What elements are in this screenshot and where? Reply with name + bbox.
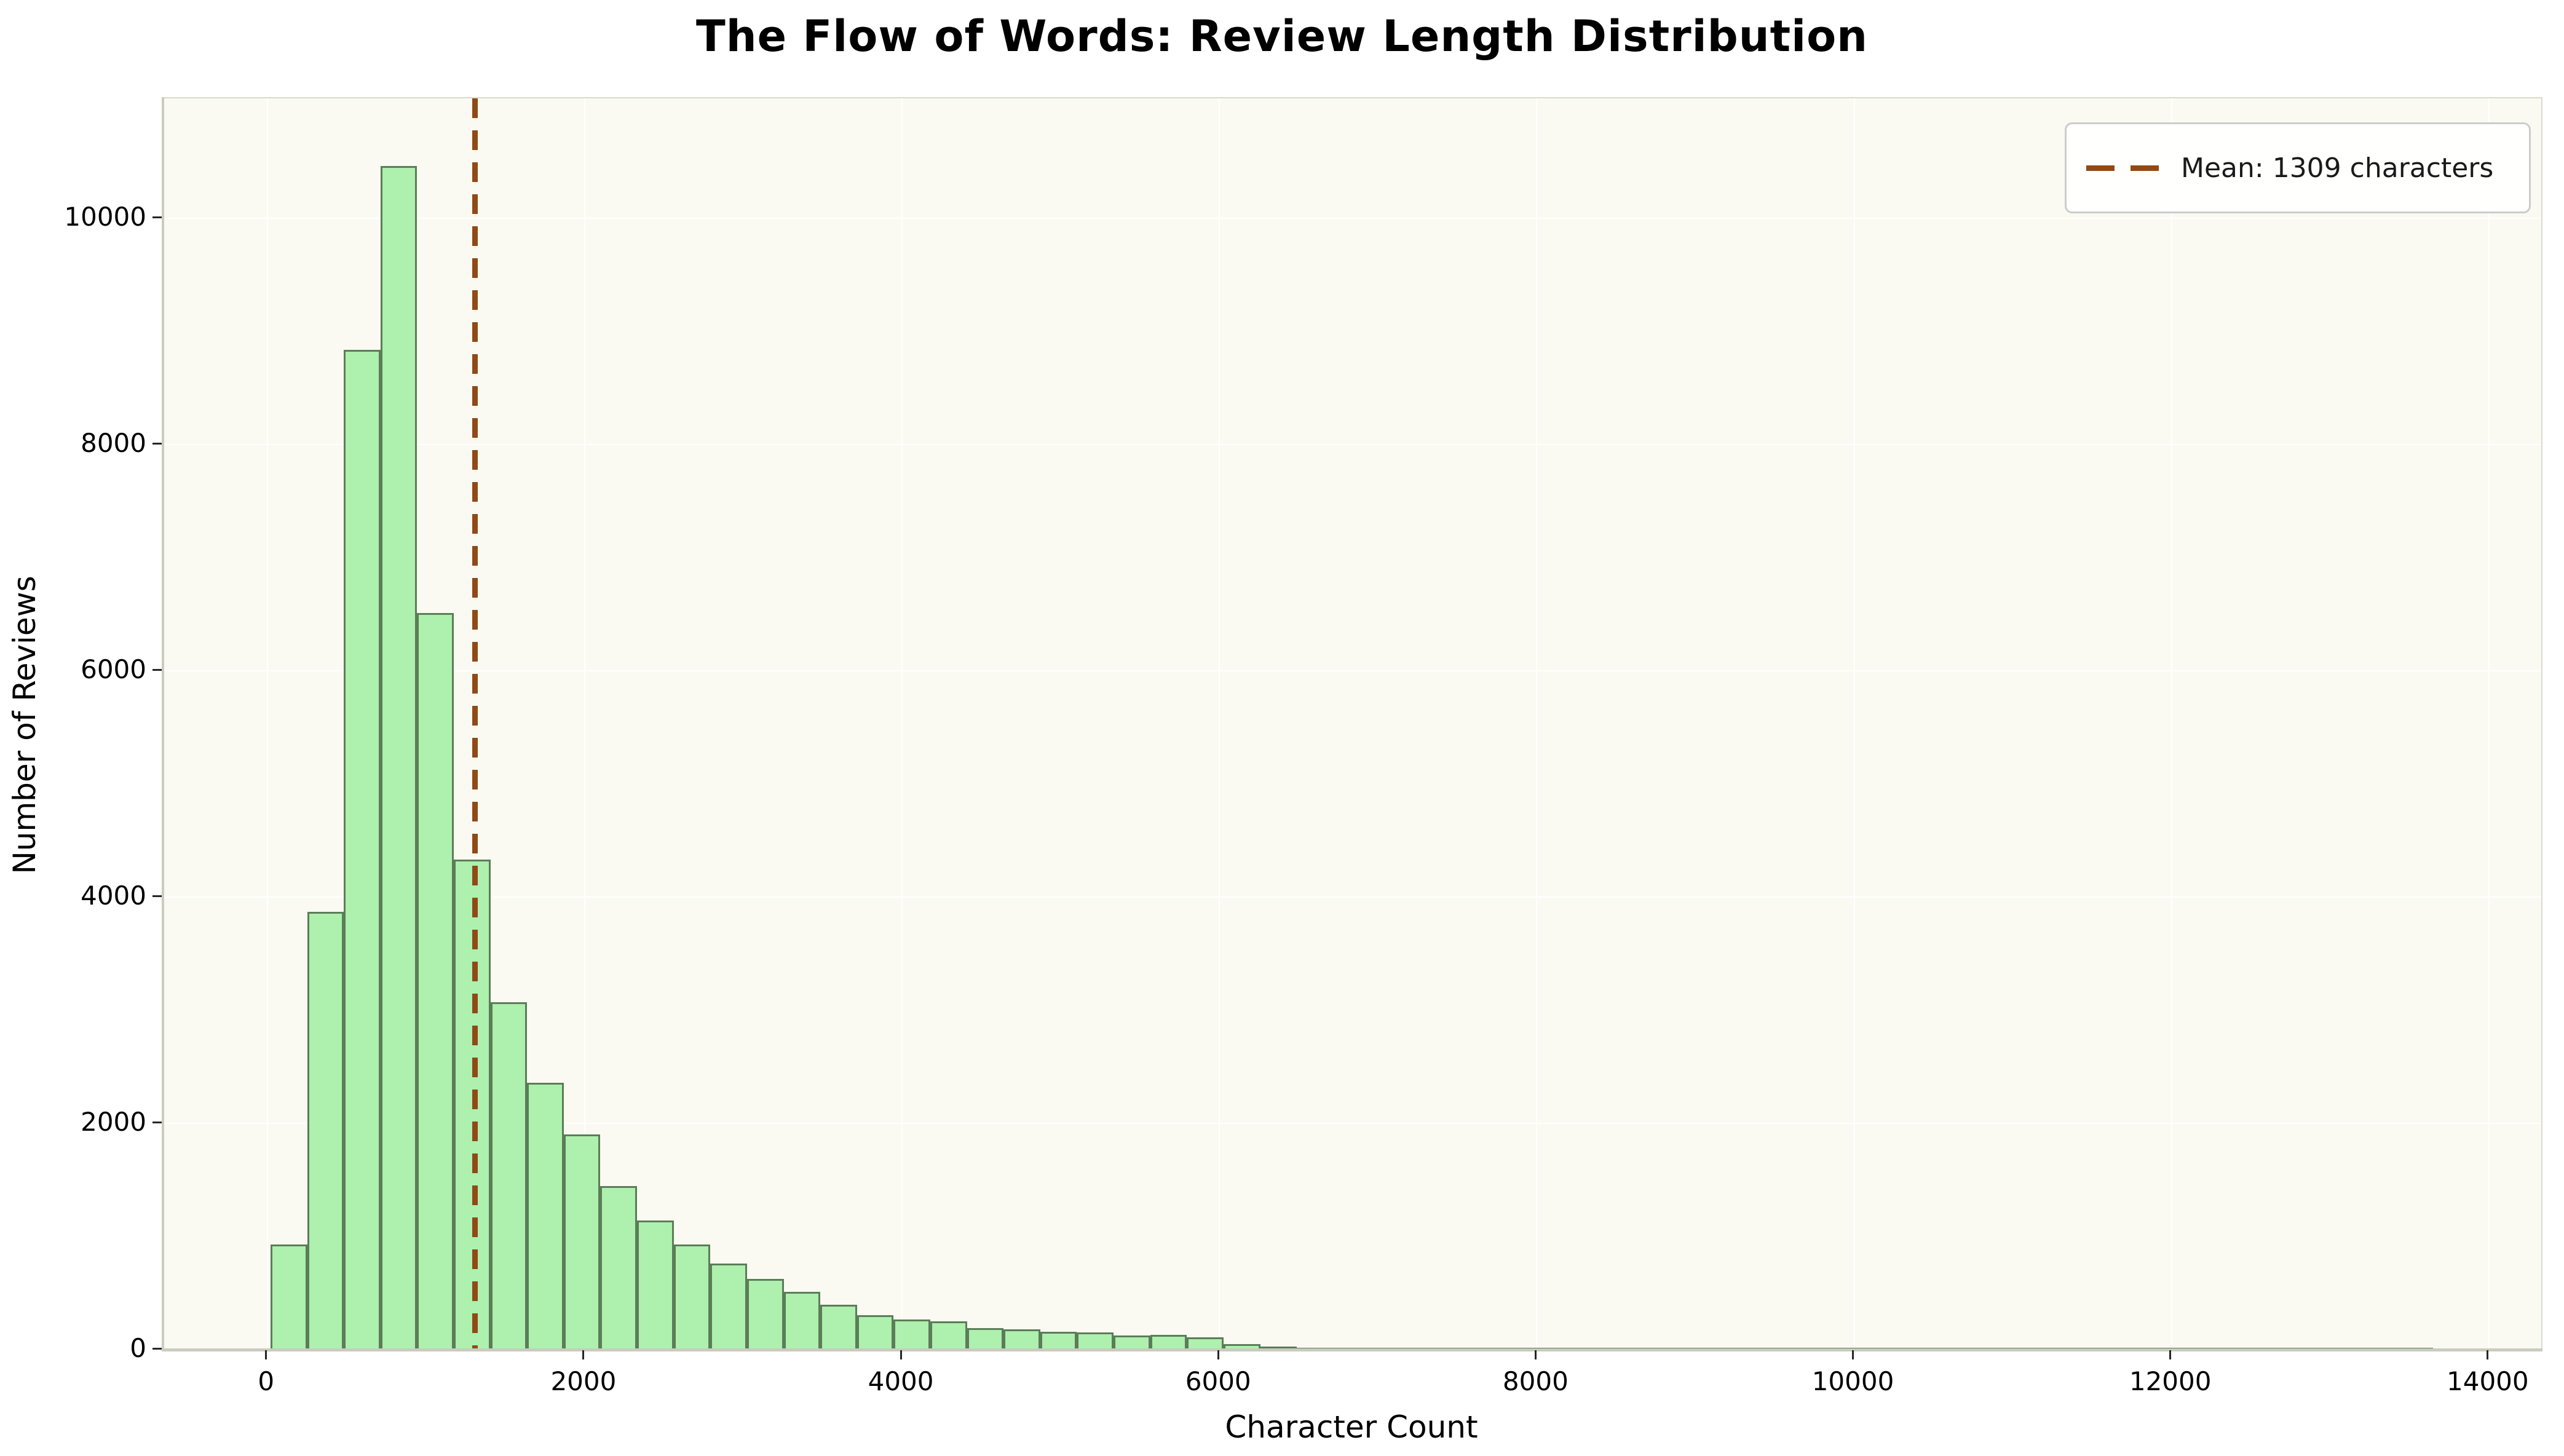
histogram-bar: [783, 1292, 821, 1350]
histogram-bar: [710, 1264, 747, 1350]
gridline-vertical: [1536, 98, 1538, 1350]
y-tick-label: 10000: [64, 202, 146, 232]
histogram-bar: [1114, 1335, 1150, 1350]
gridline-horizontal: [164, 1123, 2541, 1124]
y-tick-mark: [152, 1121, 162, 1123]
x-tick-mark: [1534, 1350, 1537, 1359]
y-tick-label: 8000: [81, 428, 146, 459]
gridline-vertical: [584, 98, 585, 1350]
y-axis-spine: [162, 97, 164, 1350]
histogram-bar: [380, 166, 417, 1350]
y-tick-mark: [152, 895, 162, 897]
histogram-bar: [637, 1221, 674, 1350]
x-tick-label: 12000: [2129, 1366, 2212, 1396]
bar-layer: [164, 98, 2541, 1350]
y-tick-label: 0: [130, 1333, 146, 1363]
gridline-horizontal: [164, 444, 2541, 446]
legend: Mean: 1309 characters: [2065, 122, 2531, 213]
plot-area: [163, 97, 2542, 1351]
histogram-bar: [673, 1244, 711, 1350]
gridline-horizontal: [164, 670, 2541, 672]
histogram-bar: [967, 1327, 1004, 1350]
gridline-horizontal: [164, 218, 2541, 220]
x-tick-mark: [1217, 1350, 1219, 1359]
x-tick-label: 14000: [2447, 1366, 2529, 1396]
x-tick-label: 10000: [1811, 1366, 1894, 1396]
histogram-bar: [417, 613, 454, 1350]
y-tick-label: 2000: [81, 1107, 146, 1137]
gridline-vertical: [2170, 98, 2172, 1350]
histogram-bar: [527, 1082, 564, 1350]
x-axis-spine: [162, 1348, 2542, 1351]
histogram-bar: [344, 350, 381, 1350]
x-tick-label: 8000: [1502, 1366, 1569, 1396]
gridline-vertical: [901, 98, 903, 1350]
x-tick-label: 4000: [868, 1366, 934, 1396]
histogram-bar: [1223, 1344, 1260, 1350]
gridline-vertical: [1853, 98, 1855, 1350]
x-tick-mark: [900, 1350, 902, 1359]
gridline-vertical: [2488, 98, 2490, 1350]
histogram-bar: [307, 911, 344, 1350]
chart-title: The Flow of Words: Review Length Distrib…: [695, 11, 1868, 61]
x-axis-label: Character Count: [1225, 1409, 1478, 1445]
y-tick-label: 6000: [81, 654, 146, 685]
histogram-bar: [893, 1320, 930, 1350]
y-tick-mark: [152, 442, 162, 445]
y-tick-mark: [152, 668, 162, 671]
x-tick-mark: [1852, 1350, 1854, 1359]
y-tick-mark: [152, 1347, 162, 1350]
x-tick-label: 2000: [550, 1366, 617, 1396]
legend-label: Mean: 1309 characters: [2181, 152, 2494, 184]
histogram-bar: [1260, 1347, 1297, 1350]
x-tick-label: 6000: [1185, 1366, 1251, 1396]
x-tick-mark: [265, 1350, 267, 1359]
x-tick-mark: [582, 1350, 585, 1359]
histogram-bar: [820, 1304, 857, 1350]
x-tick-mark: [2169, 1350, 2172, 1359]
histogram-bar: [600, 1185, 638, 1350]
x-tick-label: 0: [258, 1366, 275, 1396]
histogram-bar: [857, 1315, 894, 1350]
y-tick-mark: [152, 216, 162, 218]
y-axis-label: Number of Reviews: [7, 576, 42, 874]
histogram-bar: [746, 1279, 784, 1350]
x-tick-mark: [2487, 1350, 2489, 1359]
histogram-bar: [490, 1002, 528, 1350]
histogram-bar: [1040, 1332, 1077, 1350]
y-tick-label: 4000: [81, 880, 146, 911]
histogram-bar: [1077, 1332, 1114, 1350]
grid-layer: [164, 98, 2541, 1350]
gridline-vertical: [266, 98, 268, 1350]
mean-line-legend-icon: [2086, 165, 2159, 171]
histogram-bar: [1187, 1337, 1224, 1350]
histogram-bar: [930, 1321, 967, 1350]
histogram-bar: [1150, 1335, 1187, 1350]
histogram-bar: [270, 1244, 307, 1350]
histogram-bar: [453, 860, 491, 1350]
gridline-horizontal: [164, 896, 2541, 898]
mean-line: [472, 98, 478, 1350]
gridline-vertical: [1219, 98, 1221, 1350]
histogram-bar: [563, 1134, 601, 1350]
histogram-bar: [1003, 1329, 1040, 1350]
